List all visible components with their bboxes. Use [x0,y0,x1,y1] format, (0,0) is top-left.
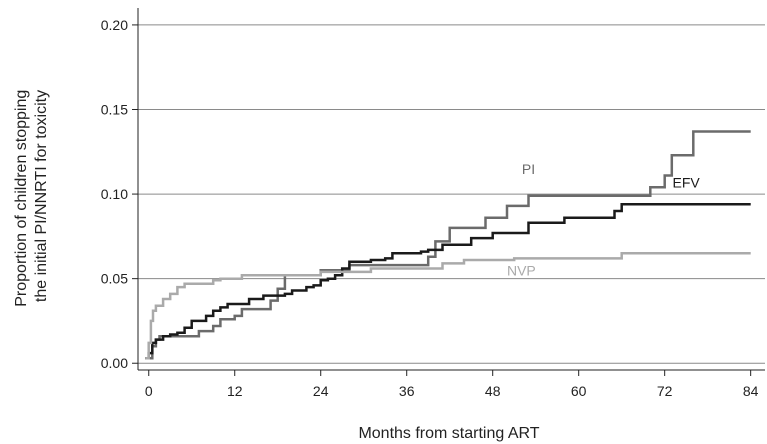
y-tick-label: 0.15 [101,101,128,117]
x-tick-label: 84 [743,383,759,399]
series-line-efv [145,202,751,360]
y-tick-label: 0.05 [101,271,128,287]
series-line-pi [148,130,751,360]
series-labels: PI EFV NVP [507,161,700,278]
axes [137,8,765,371]
x-tick-label: 24 [313,383,329,399]
x-tick-label: 48 [485,383,501,399]
x-tick-label: 0 [145,383,153,399]
series-label-nvp: NVP [507,262,536,278]
y-tick-label: 0.20 [101,17,128,33]
y-axis-title-line-1: Proportion of children stopping [13,90,30,307]
grid-lines [138,24,765,364]
x-tick-label: 72 [657,383,673,399]
y-axis-title-line-2: the initial PI/NNRTI for toxicity [33,90,50,302]
ticks: 0.00 0.05 0.10 0.15 0.20 0 12 24 36 48 60 72 84 [101,17,759,399]
y-tick-label: 0.10 [101,186,128,202]
x-tick-label: 12 [227,383,243,399]
x-tick-label: 60 [571,383,587,399]
y-axis-title: Proportion of children stopping the init… [13,85,50,306]
series-lines [145,130,751,360]
series-label-pi: PI [522,161,535,177]
y-tick-label: 0.00 [101,355,128,371]
series-label-efv: EFV [673,174,701,190]
x-tick-label: 36 [399,383,415,399]
x-axis-title: Months from starting ART [358,425,539,442]
series-line-nvp [145,252,751,360]
